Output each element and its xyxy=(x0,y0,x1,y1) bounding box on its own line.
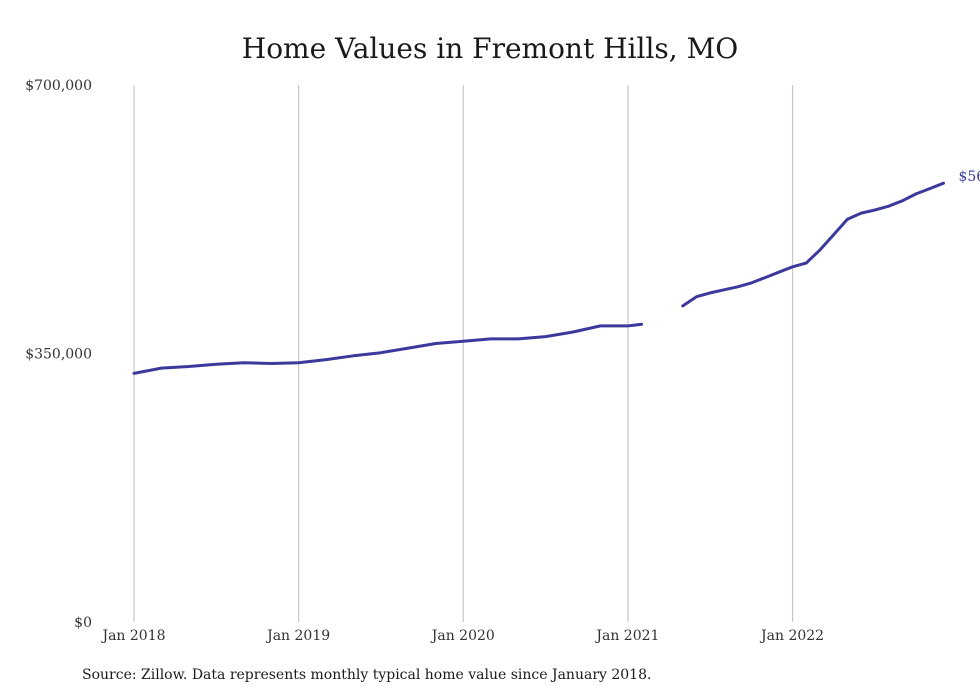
x-tick-label: Jan 2022 xyxy=(759,628,824,644)
y-tick-label: $0 xyxy=(74,615,92,631)
source-note: Source: Zillow. Data represents monthly … xyxy=(82,667,652,683)
x-tick-label: Jan 2021 xyxy=(594,628,659,644)
y-tick-label: $700,000 xyxy=(25,78,92,94)
y-axis-labels: $0 $350,000 $700,000 xyxy=(25,78,92,631)
series-line-segment-2 xyxy=(681,181,945,308)
end-value-label: $562,630 xyxy=(958,169,980,185)
x-tick-label: Jan 2019 xyxy=(265,628,330,644)
x-tick-label: Jan 2018 xyxy=(100,628,165,644)
chart-title: Home Values in Fremont Hills, MO xyxy=(241,32,739,65)
series-lines xyxy=(132,181,945,375)
x-axis-labels: Jan 2018 Jan 2019 Jan 2020 Jan 2021 Jan 2022 xyxy=(100,628,824,644)
x-tick-label: Jan 2020 xyxy=(430,628,495,644)
gridlines xyxy=(133,85,794,622)
series-line-segment-1 xyxy=(132,322,644,375)
data-labels: $562,630 xyxy=(958,169,980,185)
y-tick-label: $350,000 xyxy=(25,347,92,363)
